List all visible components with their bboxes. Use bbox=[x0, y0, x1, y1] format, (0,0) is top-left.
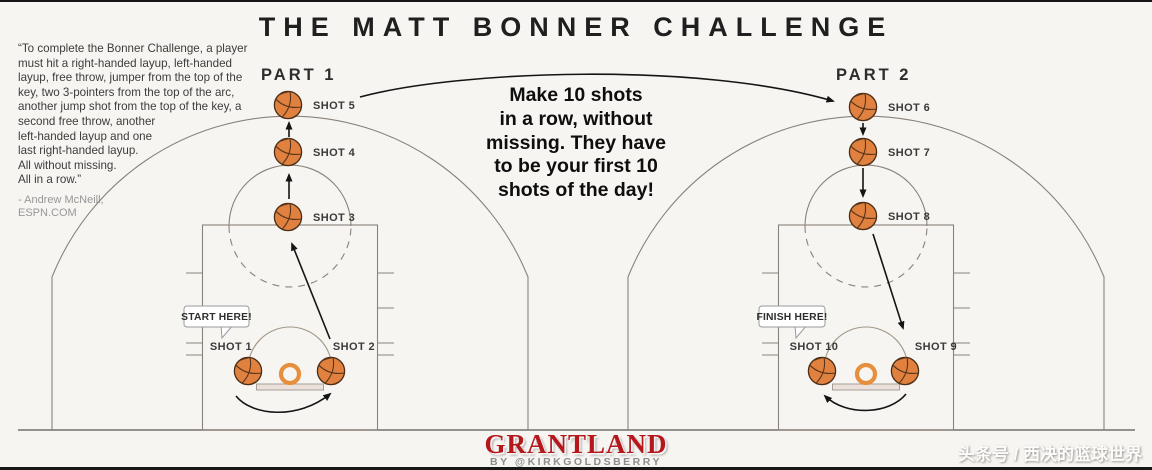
quote-source: ESPN.COM bbox=[18, 207, 77, 220]
shot-labels: SHOT 1 SHOT 2 SHOT 3 SHOT 4 SHOT 5 SHOT … bbox=[210, 100, 957, 353]
shot-sequence-arrows bbox=[235, 73, 907, 413]
basketball-icon-shot6 bbox=[845, 89, 881, 125]
shot3-label: SHOT 3 bbox=[313, 212, 355, 224]
finish-here-text: FINISH HERE! bbox=[756, 312, 827, 323]
shot2-label: SHOT 2 bbox=[333, 341, 375, 353]
bottom-border bbox=[0, 467, 1152, 470]
arrow-shot2-to-shot3 bbox=[291, 242, 331, 340]
quote-line: left-handed layup and one bbox=[18, 129, 153, 143]
quote-line: last right-handed layup. bbox=[18, 144, 139, 158]
message-line: missing. They have bbox=[486, 131, 666, 154]
center-message: Make 10 shots in a row, without missing.… bbox=[436, 84, 716, 203]
message-line: Make 10 shots bbox=[509, 84, 643, 106]
basketball-icon-shot9 bbox=[887, 353, 923, 389]
shot7-label: SHOT 7 bbox=[888, 147, 930, 159]
shot9-label: SHOT 9 bbox=[915, 341, 957, 353]
quote-line: another jump shot from the top of the ke… bbox=[18, 100, 242, 114]
arrow-shot5-to-shot6 bbox=[359, 73, 835, 103]
basketball-icon-shot8 bbox=[845, 198, 881, 234]
basketball-icon-shot7 bbox=[845, 134, 881, 170]
basketball-icon-shot1 bbox=[230, 353, 266, 389]
quote-line: second free throw, another bbox=[18, 114, 156, 128]
quote-line: must hit a right-handed layup, left-hand… bbox=[18, 56, 232, 70]
arrow-shot9-to-shot10 bbox=[823, 393, 907, 412]
basketball-icon-shot3 bbox=[270, 199, 306, 235]
arrow-shot1-to-shot2 bbox=[235, 392, 332, 413]
page-title: THE MATT BONNER CHALLENGE bbox=[258, 12, 894, 42]
basketball-icon-shot2 bbox=[313, 353, 349, 389]
shot6-label: SHOT 6 bbox=[888, 102, 930, 114]
part2-label: PART 2 bbox=[836, 66, 912, 84]
shot4-label: SHOT 4 bbox=[313, 147, 356, 159]
watermark-text: 头条号 / 西决的篮球世界 bbox=[957, 445, 1142, 464]
quote-block: “To complete the Bonner Challenge, a pla… bbox=[18, 42, 264, 221]
start-here-text: START HERE! bbox=[181, 312, 252, 323]
shot10-label: SHOT 10 bbox=[790, 341, 839, 353]
quote-line: All in a row.” bbox=[18, 173, 82, 187]
author-byline: BY @KIRKGOLDSBERRY bbox=[490, 456, 662, 468]
basketball-icon-shot4 bbox=[270, 134, 306, 170]
grantland-logo: GRANTLAND bbox=[484, 429, 668, 459]
quote-attribution: - Andrew McNeill, bbox=[18, 193, 104, 206]
quote-line: layup, free throw, jumper from the top o… bbox=[18, 71, 243, 85]
arrow-shot8-to-shot9 bbox=[872, 233, 905, 330]
shot8-label: SHOT 8 bbox=[888, 211, 930, 223]
quote-line: key, two 3-pointers from the top of the … bbox=[18, 85, 235, 99]
part1-label: PART 1 bbox=[261, 66, 337, 84]
top-border bbox=[0, 0, 1152, 2]
shot1-label: SHOT 1 bbox=[210, 341, 252, 353]
finish-here-bubble: FINISH HERE! bbox=[756, 305, 827, 340]
quote-line: All without missing. bbox=[18, 158, 117, 172]
basketball-icon-shot10 bbox=[804, 353, 840, 389]
message-line: to be your first 10 bbox=[494, 155, 658, 178]
shot5-label: SHOT 5 bbox=[313, 100, 355, 112]
quote-line: “To complete the Bonner Challenge, a pla… bbox=[18, 42, 248, 55]
message-line: shots of the day! bbox=[497, 179, 654, 202]
start-here-bubble: START HERE! bbox=[181, 305, 252, 340]
message-line: in a row, without bbox=[499, 107, 653, 130]
